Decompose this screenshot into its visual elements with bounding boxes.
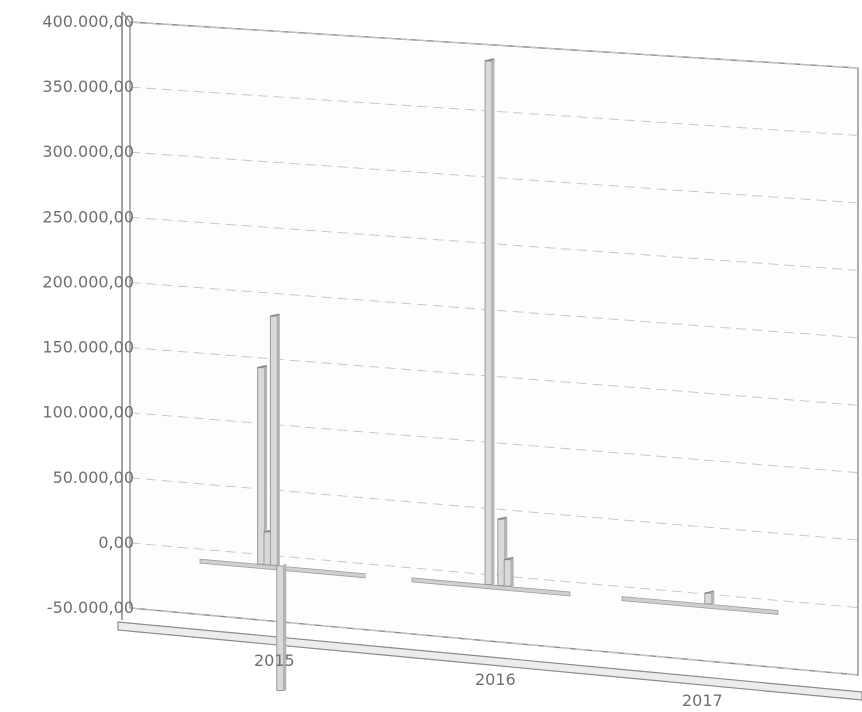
- bar-side: [511, 557, 514, 587]
- gridline: [129, 21, 859, 69]
- y-tick-label: 300.000,00: [42, 142, 134, 161]
- gridline: [129, 542, 859, 609]
- gridline: [129, 86, 859, 136]
- bars: [199, 58, 779, 692]
- y-tick-label: -50.000,00: [47, 598, 134, 617]
- gridline: [129, 347, 859, 406]
- bar: [269, 315, 278, 566]
- zero-bar-ribbon: [621, 596, 779, 615]
- bar-side: [492, 59, 495, 585]
- y-tick-label: 350.000,00: [42, 77, 134, 96]
- bar: [503, 559, 512, 587]
- bar-side: [504, 517, 508, 586]
- chart-floor: [117, 621, 862, 701]
- bar: [484, 60, 493, 585]
- bar: [704, 592, 713, 605]
- y-tick-label: 50.000,00: [53, 468, 134, 487]
- y-tick-label: 400.000,00: [42, 12, 134, 31]
- bar-side: [283, 563, 287, 691]
- zero-bar-ribbon: [411, 577, 571, 597]
- y-tick-label: 200.000,00: [42, 272, 134, 291]
- x-tick-labels: 2015 2016 2017: [254, 651, 723, 710]
- top-left-edge: [121, 11, 131, 23]
- gridline: [129, 607, 859, 676]
- bar-top: [497, 516, 507, 521]
- gridline: [129, 216, 859, 271]
- gridlines: [129, 21, 859, 676]
- x-tick-label: 2017: [682, 691, 723, 710]
- x-tick-label: 2016: [475, 670, 516, 689]
- bar-side: [277, 314, 280, 566]
- y-tick-label: 150.000,00: [42, 338, 134, 357]
- gridline: [129, 281, 859, 339]
- bar-top: [270, 313, 280, 318]
- y-tick-label: 100.000,00: [42, 403, 134, 422]
- bar-side: [711, 591, 715, 604]
- bar-side: [264, 365, 268, 565]
- gridline: [129, 477, 859, 541]
- gridline: [129, 412, 859, 474]
- bar-top: [257, 364, 267, 369]
- y-tick-label: 0,00: [98, 533, 134, 552]
- bar-top: [704, 590, 714, 595]
- gridline: [129, 151, 859, 204]
- x-tick-label: 2015: [254, 651, 295, 670]
- y-tick-label: 250.000,00: [42, 207, 134, 226]
- bar-top: [484, 58, 495, 62]
- bar: [276, 565, 285, 692]
- bar-top: [504, 556, 514, 561]
- y-tick-labels: 400.000,00 350.000,00 300.000,00 250.000,00…: [42, 12, 134, 617]
